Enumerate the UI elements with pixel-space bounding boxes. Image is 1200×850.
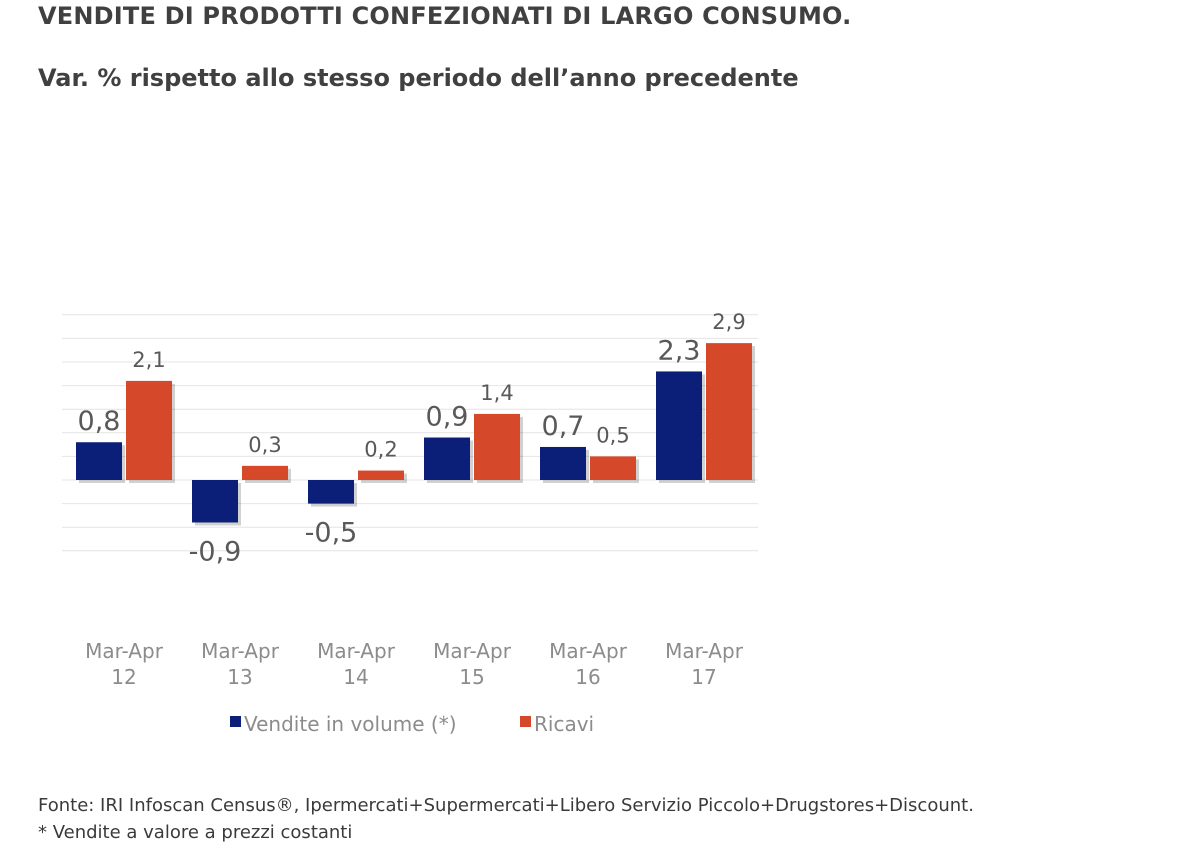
source-note: Fonte: IRI Infoscan Census®, Ipermercati… [38,795,974,816]
x-tick-label: 15 [459,665,484,689]
bar-ricavi [706,343,752,480]
x-tick-label: 13 [227,665,252,689]
chart-title: VENDITE DI PRODOTTI CONFEZIONATI DI LARG… [38,2,852,30]
x-tick-label: Mar-Apr [549,639,628,663]
data-label: 1,4 [480,381,513,405]
data-label: 2,3 [658,335,701,366]
bar-ricavi [590,456,636,480]
x-tick-label: Mar-Apr [433,639,512,663]
bar-ricavi [126,380,172,480]
data-label: -0,5 [305,518,358,549]
x-tick-label: 14 [343,665,368,689]
bar-chart: 0,82,1Mar-Apr12-0,90,3Mar-Apr13-0,50,2Ma… [62,310,758,736]
legend-swatch-ricavi [520,716,531,727]
bar-ricavi [242,465,288,480]
x-tick-label: Mar-Apr [201,639,280,663]
legend-label: Ricavi [534,712,594,736]
data-label: -0,9 [189,536,242,567]
bar-ricavi [358,470,404,480]
bar-volume [424,437,470,480]
footnote: * Vendite a valore a prezzi costanti [38,822,353,843]
chart-subtitle: Var. % rispetto allo stesso periodo dell… [38,64,799,92]
bar-volume [308,480,354,504]
legend-swatch-volume [230,716,241,727]
legend-label: Vendite in volume (*) [244,712,457,736]
x-tick-label: Mar-Apr [665,639,744,663]
bar-volume [192,480,238,523]
data-label: 0,7 [542,411,585,442]
bar-ricavi [474,413,520,480]
x-tick-label: 12 [111,665,136,689]
data-label: 0,2 [364,438,397,462]
bar-volume [656,371,702,480]
bar-volume [540,446,586,480]
bar-volume [76,442,122,480]
x-tick-label: 17 [691,665,716,689]
data-label: 0,3 [248,433,281,457]
x-tick-label: Mar-Apr [317,639,396,663]
data-label: 2,9 [712,310,745,334]
data-label: 0,8 [78,406,121,437]
data-label: 0,5 [596,423,629,447]
x-tick-label: 16 [575,665,600,689]
data-label: 2,1 [132,348,165,372]
x-tick-label: Mar-Apr [85,639,164,663]
data-label: 0,9 [426,402,469,433]
